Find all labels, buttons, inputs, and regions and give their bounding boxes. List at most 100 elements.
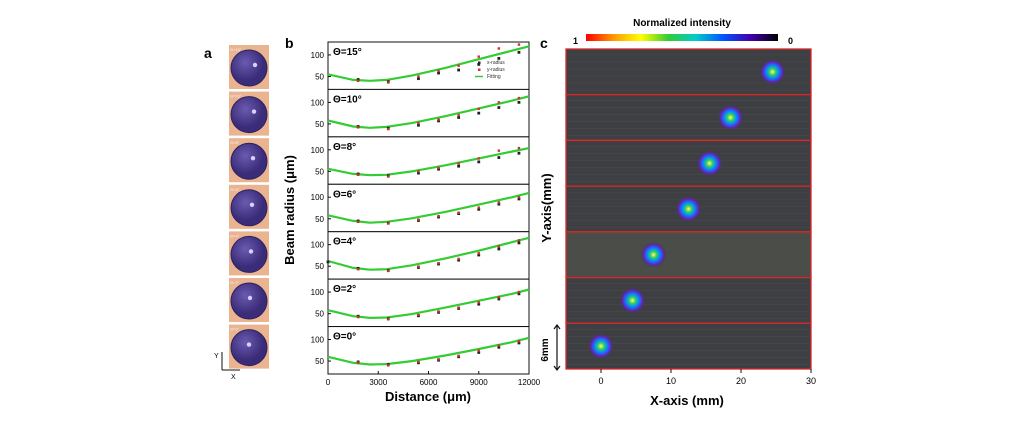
x-radius-point	[437, 167, 440, 171]
legend-entry: y-radius	[487, 67, 505, 73]
beam-spot	[717, 104, 744, 131]
y-radius-point	[417, 265, 420, 268]
y-radius-point	[387, 81, 390, 84]
y-radius-point	[497, 149, 501, 152]
colorbar	[586, 34, 778, 41]
y-tick-label: 50	[315, 310, 324, 319]
y-radius-point	[517, 196, 521, 199]
x-radius-point	[477, 111, 481, 115]
x-tick-label: 0	[326, 378, 331, 387]
strip-frame	[565, 276, 812, 324]
y-radius-point	[457, 64, 460, 67]
beam-thumbnail: Θ=15°	[229, 45, 269, 89]
y-radius-point	[477, 206, 480, 209]
scale-bar-label: 6mm	[540, 338, 551, 361]
panel-label-b: b	[285, 35, 294, 51]
intensity-strip	[565, 48, 812, 96]
y-radius-point	[437, 118, 440, 121]
scale-bar: 6mm	[540, 324, 561, 371]
beam-spot	[252, 62, 258, 68]
thumbnail-label: Θ=8°	[230, 140, 240, 145]
y-tick-label: 50	[315, 167, 324, 176]
y-radius-point	[387, 364, 390, 367]
y-radius-point	[517, 290, 521, 294]
subplot-frame	[327, 88, 530, 138]
beam-radius-subplot: 50 100 Θ=10°	[311, 88, 530, 138]
y-radius-point	[457, 114, 460, 117]
y-radius-point	[457, 162, 460, 165]
beam-radius-subplot: 50 100 Θ=6°	[311, 183, 530, 233]
subplot-angle-label: Θ=15°	[333, 47, 362, 58]
y-tick-label: 50	[315, 262, 324, 271]
beam-spot	[247, 295, 253, 301]
x-tick-label: 12000	[518, 378, 541, 387]
beam-disk	[230, 235, 268, 273]
x-radius-point	[497, 56, 501, 60]
subplot-frame	[327, 41, 530, 90]
legend-entry: x-radius	[487, 60, 505, 66]
beam-spot	[251, 109, 257, 114]
x-radius-point	[457, 258, 461, 262]
x-radius-point	[497, 156, 501, 159]
strip-frame	[565, 139, 812, 187]
x-radius-point	[497, 345, 501, 349]
subplot-frame	[327, 326, 530, 375]
subplot-angle-label: Θ=0°	[333, 332, 356, 343]
beam-spot	[249, 202, 255, 207]
x-radius-point	[517, 151, 521, 155]
x-radius-point	[477, 207, 481, 211]
intensity-strip	[565, 139, 812, 187]
x-radius-point	[457, 116, 461, 119]
y-radius-point	[497, 344, 501, 347]
thumbnail-label: Θ=10°	[230, 94, 242, 99]
y-radius-point	[387, 175, 390, 178]
y-tick-label: 100	[311, 193, 325, 202]
y-radius-point	[387, 127, 390, 131]
y-tick-label: 100	[311, 98, 325, 107]
x-tick-label: 10	[666, 376, 676, 386]
y-radius-point	[497, 245, 501, 248]
beam-thumbnail: Θ=0°	[229, 324, 269, 369]
y-radius-point	[497, 296, 501, 299]
panel-label-a: a	[204, 45, 212, 61]
y-radius-point	[437, 214, 440, 218]
y-radius-point	[417, 121, 420, 125]
x-radius-point	[356, 78, 360, 81]
legend-marker	[478, 61, 481, 64]
y-radius-point	[517, 239, 521, 242]
beam-spot	[640, 241, 667, 268]
x-radius-point	[457, 68, 461, 72]
beam-disk	[230, 49, 268, 87]
thumbnail-label: Θ=6°	[230, 187, 240, 192]
x-tick-label: 9000	[470, 378, 488, 387]
beam-spot	[619, 287, 646, 314]
beam-thumbnail: Θ=6°	[229, 184, 269, 229]
y-tick-label: 50	[315, 215, 324, 224]
x-radius-point	[517, 100, 521, 104]
panel-c-xlabel: X-axis (mm)	[650, 393, 724, 408]
axis-x-label: X	[231, 374, 236, 381]
beam-radius-subplot: 50 100 Θ=0°	[311, 326, 530, 375]
x-tick-label: 30	[806, 376, 816, 386]
beam-disk	[230, 282, 268, 320]
x-radius-point	[417, 77, 420, 81]
x-radius-point	[517, 197, 521, 201]
beam-radius-subplot: 50 100 Θ=4°	[311, 231, 530, 280]
y-tick-label: 100	[311, 146, 325, 155]
subplot-angle-label: Θ=10°	[333, 94, 362, 105]
y-tick-label: 100	[311, 51, 325, 60]
intensity-strip	[565, 322, 812, 370]
x-radius-point	[457, 164, 461, 168]
intensity-strip	[565, 185, 812, 233]
y-radius-point	[457, 306, 460, 309]
intensity-strip	[565, 94, 812, 142]
beam-spot	[588, 333, 614, 360]
colorbar-max-label: 0	[788, 36, 793, 46]
beam-spot	[696, 150, 723, 177]
y-radius-point	[356, 268, 360, 271]
beam-spot	[250, 156, 256, 161]
